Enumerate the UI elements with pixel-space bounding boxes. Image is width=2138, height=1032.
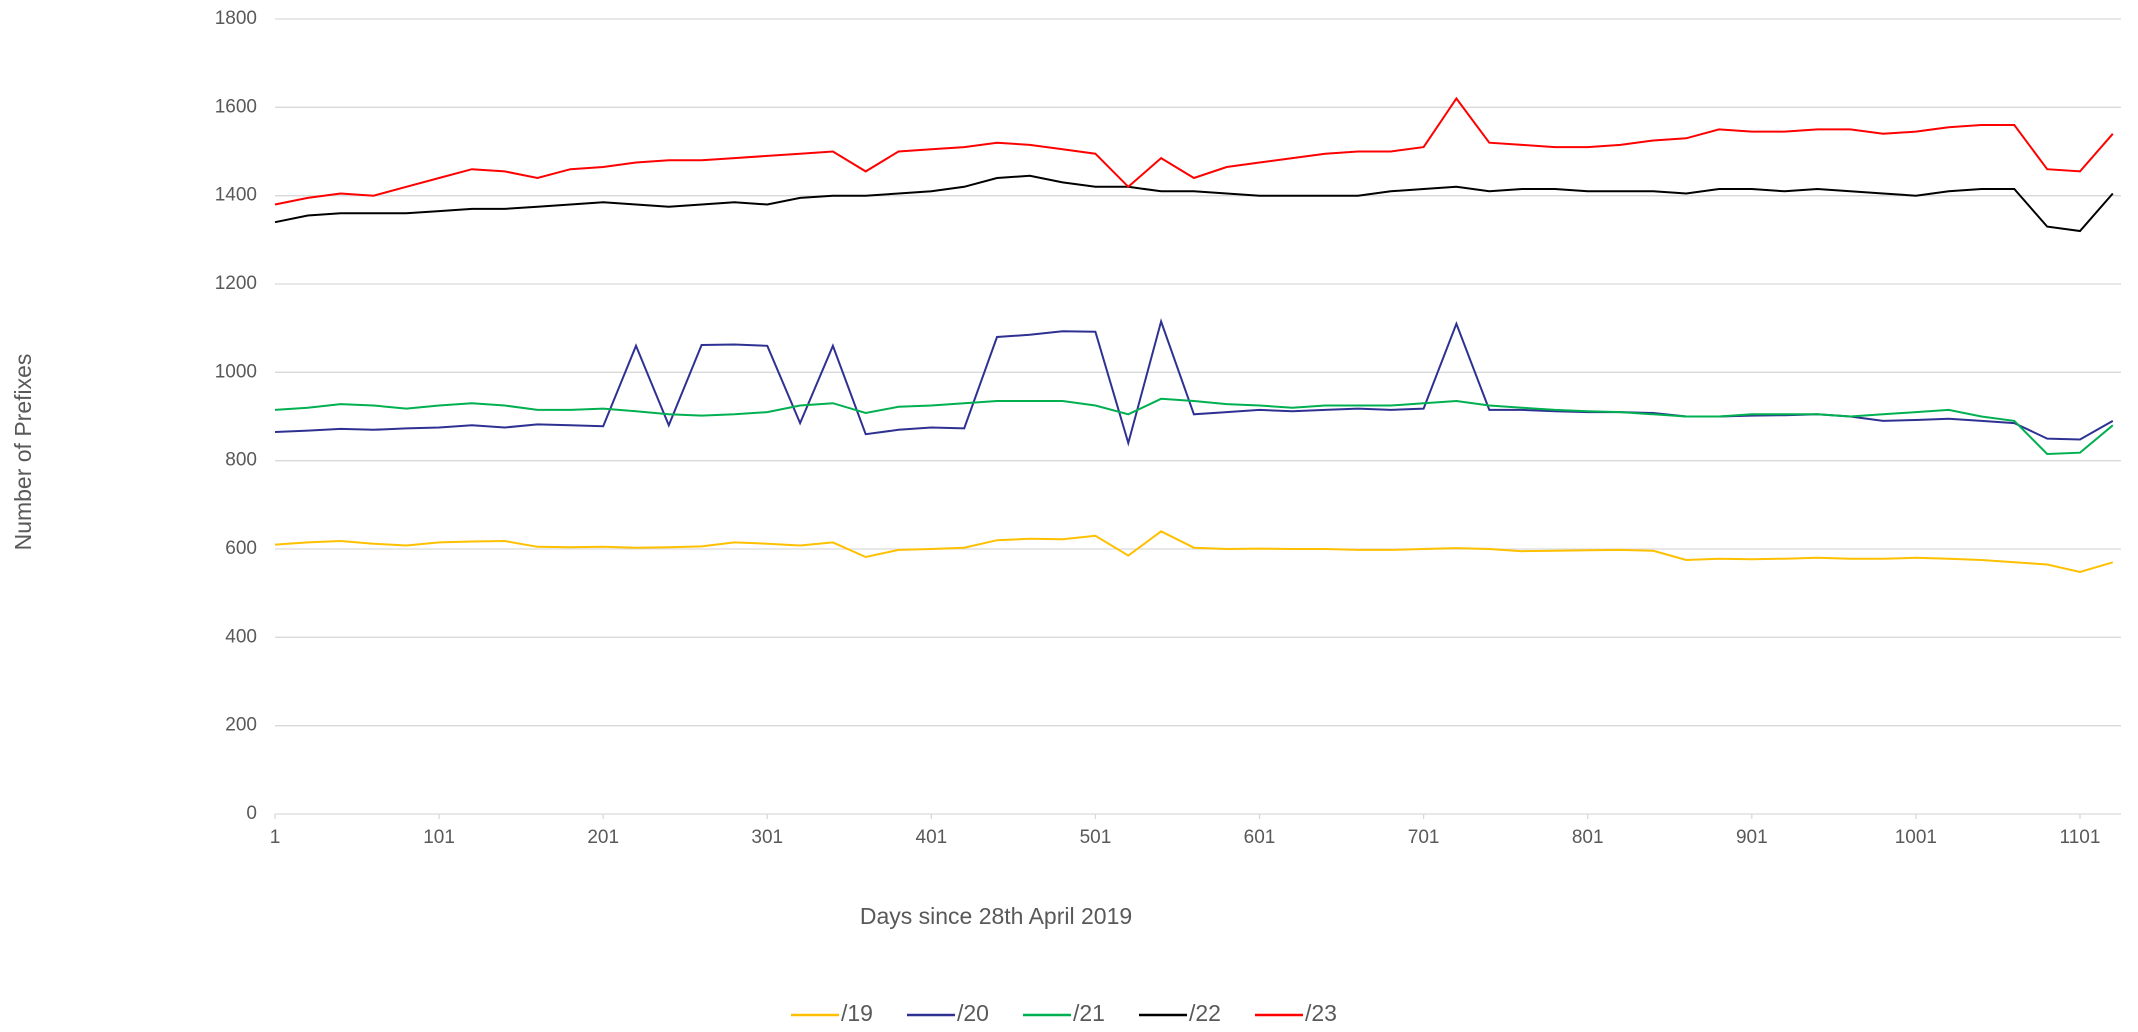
y-tick-label: 1000 <box>215 361 257 382</box>
legend-text: /23 <box>1305 1000 1337 1026</box>
y-axis-title: Number of Prefixes <box>10 354 36 551</box>
series-line <box>274 318 2114 447</box>
x-tick-label: 1101 <box>2060 827 2101 848</box>
x-tick-label: 101 <box>423 827 455 848</box>
x-tick-label: 401 <box>916 827 948 848</box>
y-tick-label: 800 <box>225 450 257 471</box>
series-line <box>274 96 2114 206</box>
y-tick-label: 1600 <box>215 96 257 117</box>
y-tick-label: 1800 <box>215 8 257 29</box>
x-tick-label: 1 <box>270 827 281 848</box>
y-tick-label: 1400 <box>215 185 257 206</box>
series-line <box>274 530 2114 574</box>
x-tick-label: 201 <box>587 827 619 848</box>
x-tick-label: 601 <box>1244 827 1276 848</box>
series-line <box>274 397 2114 456</box>
y-tick-label: 200 <box>225 715 257 736</box>
legend-text: /21 <box>1073 1000 1105 1026</box>
x-tick-label: 801 <box>1572 827 1604 848</box>
x-tick-label: 501 <box>1080 827 1112 848</box>
legend-text: /20 <box>957 1000 989 1026</box>
y-tick-label: 0 <box>246 803 257 824</box>
y-tick-label: 400 <box>225 626 257 647</box>
legend-text: /22 <box>1189 1000 1221 1026</box>
series-line <box>274 174 2114 233</box>
x-axis-title: Days since 28th April 2019 <box>860 903 1132 929</box>
y-tick-label: 1200 <box>215 273 257 294</box>
x-tick-label: 701 <box>1408 827 1440 848</box>
y-tick-label: 600 <box>225 538 257 559</box>
x-tick-label: 901 <box>1736 827 1768 848</box>
legend-text: /19 <box>841 1000 873 1026</box>
x-tick-label: 301 <box>751 827 783 848</box>
x-tick-label: 1001 <box>1895 827 1937 848</box>
